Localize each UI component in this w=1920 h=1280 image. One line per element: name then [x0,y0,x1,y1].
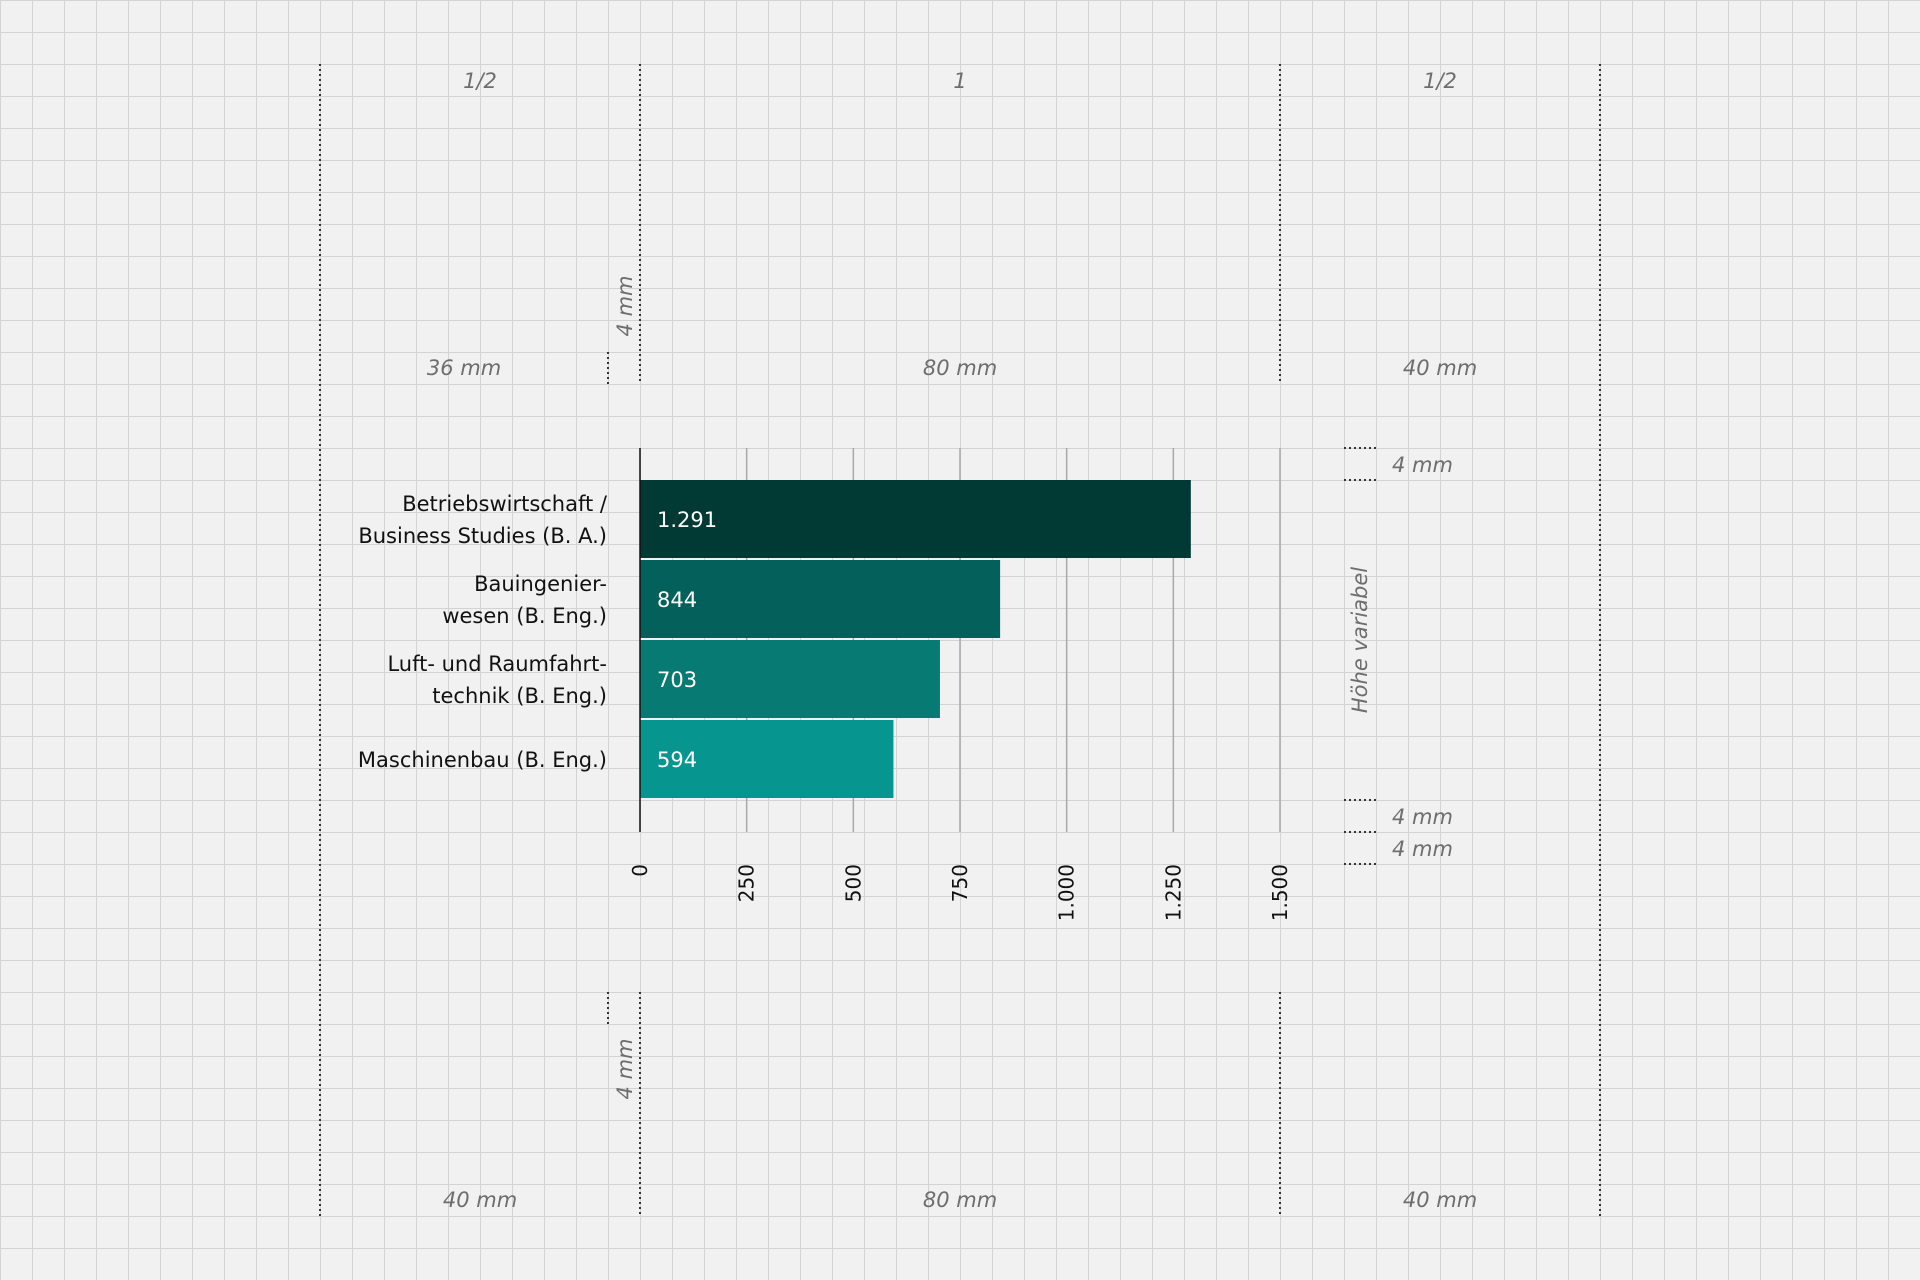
x-tick-label-1: 250 [735,864,759,902]
x-tick-label-5: 1.250 [1161,864,1185,921]
width-top-left: 36 mm [427,356,501,380]
category-label-1-line-1: wesen (B. Eng.) [442,604,607,628]
width-top-right: 40 mm [1403,356,1477,380]
width-bottom-right: 40 mm [1403,1188,1477,1212]
column-label-center: 1 [953,69,966,93]
x-tick-labels: 0 250 500 750 1.000 1.250 1.500 [628,864,1292,921]
category-label-2-line-1: technik (B. Eng.) [432,684,607,708]
x-tick-label-6: 1.500 [1268,864,1292,921]
bar-value-label-0: 1.291 [657,508,717,532]
right-label-bottom-1: 4 mm [1392,805,1453,829]
bar-1 [640,560,1001,638]
bar-0 [640,480,1191,558]
guide-lines [319,64,1601,1216]
width-top-center: 80 mm [923,356,997,380]
right-label-top: 4 mm [1392,453,1453,477]
bar-value-label-3: 594 [657,748,697,772]
gap-label-top: 4 mm [613,276,637,337]
x-tick-label-3: 750 [948,864,972,902]
bar-2 [640,640,940,718]
category-labels: Betriebswirtschaft / Business Studies (B.… [358,492,608,772]
right-label-bottom-2: 4 mm [1392,837,1453,861]
x-tick-label-4: 1.000 [1055,864,1079,921]
category-label-3-line-0: Maschinenbau (B. Eng.) [358,748,607,772]
annotations: 1/2 1 1/2 36 mm 80 mm 40 mm 40 mm 80 mm … [427,69,1477,1212]
right-label-height: Höhe variabel [1348,567,1372,713]
width-bottom-center: 80 mm [923,1188,997,1212]
category-label-0-line-0: Betriebswirtschaft / [402,492,608,516]
bar-value-label-2: 703 [657,668,697,692]
column-label-right: 1/2 [1423,69,1457,93]
column-label-left: 1/2 [463,69,497,93]
x-tick-label-2: 500 [841,864,865,902]
category-label-2-line-0: Luft- und Raumfahrt- [387,652,607,676]
bar-series: 1.291 844 703 594 [640,480,1191,798]
width-bottom-left: 40 mm [443,1188,517,1212]
category-label-1-line-0: Bauingenier- [474,572,607,596]
bar-3 [640,720,894,798]
gap-label-bottom: 4 mm [613,1039,637,1100]
category-label-0-line-1: Business Studies (B. A.) [358,524,607,548]
x-tick-label-0: 0 [628,864,652,877]
bar-value-label-1: 844 [657,588,697,612]
